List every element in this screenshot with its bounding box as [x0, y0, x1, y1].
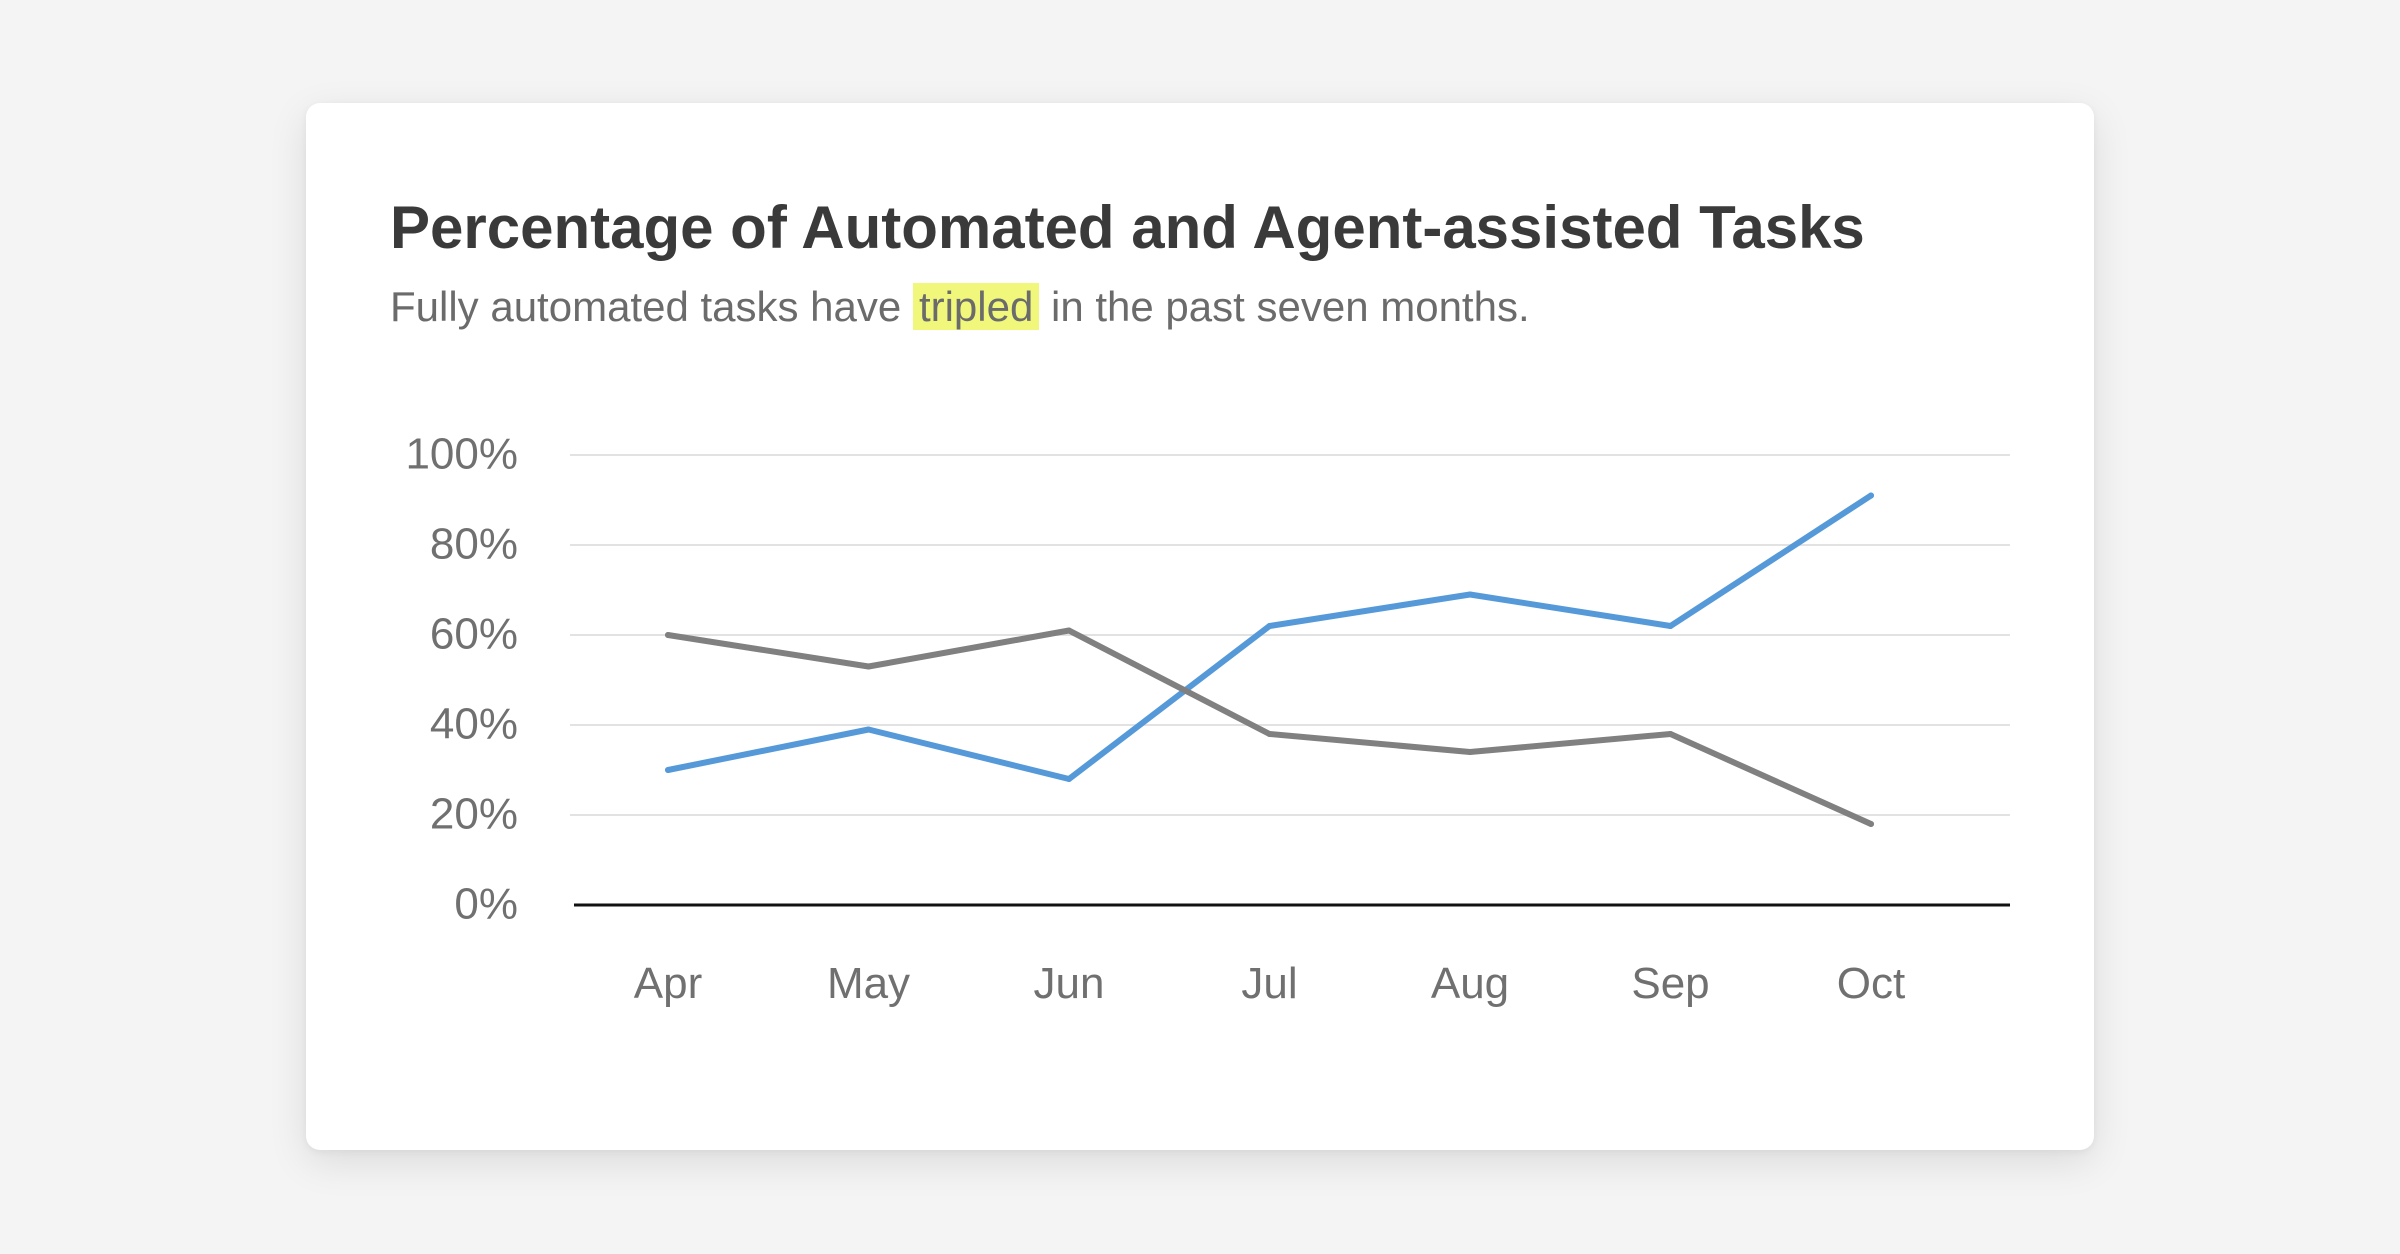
chart-card: Percentage of Automated and Agent-assist… [306, 103, 2094, 1150]
x-tick-label: Apr [634, 959, 702, 1008]
data-point [1467, 591, 1473, 598]
data-point [1066, 627, 1072, 634]
chart-title: Percentage of Automated and Agent-assist… [390, 194, 1865, 261]
x-tick-label: Jun [1034, 959, 1105, 1008]
data-point [1667, 623, 1674, 629]
data-point [1266, 731, 1273, 737]
y-tick-label: 100% [405, 430, 518, 479]
y-tick-label: 40% [430, 700, 518, 749]
x-tick-label: Oct [1837, 959, 1905, 1008]
data-point [1868, 492, 1874, 499]
y-axis-ticks: 0% 20% 40% 60% 80% 100% [405, 430, 518, 929]
y-tick-label: 20% [430, 790, 518, 839]
gridlines [570, 454, 2010, 907]
subtitle-before: Fully automated tasks have [390, 283, 902, 330]
y-tick-label: 80% [430, 520, 518, 569]
data-point [1667, 731, 1674, 737]
series-line-agent-assisted [665, 627, 1874, 827]
y-tick-label: 60% [430, 610, 518, 659]
data-point [665, 767, 671, 773]
line-chart: 0% 20% 40% 60% 80% 100% Apr May Jun Jul Aug Sep Oct [405, 430, 2010, 1008]
data-point [865, 663, 872, 670]
x-tick-label: Aug [1431, 959, 1509, 1008]
data-point [1467, 749, 1473, 755]
x-tick-label: Jul [1241, 959, 1297, 1008]
subtitle-after: in the past seven months. [1051, 283, 1530, 330]
x-tick-label: May [827, 959, 910, 1008]
data-point [1868, 821, 1874, 827]
y-tick-label: 0% [454, 880, 518, 929]
x-tick-label: Sep [1631, 959, 1709, 1008]
x-axis-ticks: Apr May Jun Jul Aug Sep Oct [634, 959, 1905, 1008]
data-point [865, 726, 872, 733]
data-point [1266, 623, 1273, 629]
data-point [1066, 776, 1072, 782]
subtitle-highlight: tripled [912, 283, 1040, 330]
data-point [665, 632, 671, 638]
series-lines [665, 492, 1874, 827]
chart-subtitle: Fully automated tasks have tripled in th… [390, 283, 1530, 331]
